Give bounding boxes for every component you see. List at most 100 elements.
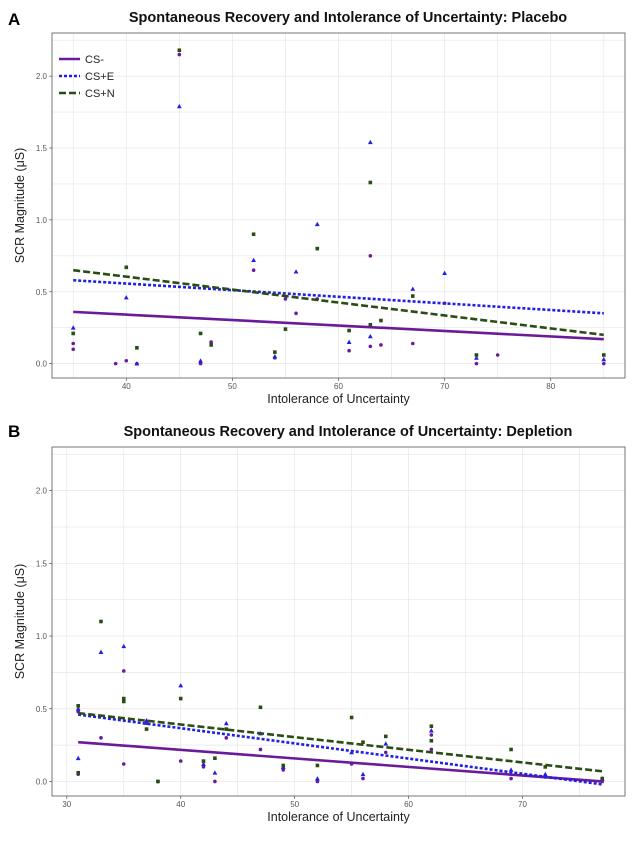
point-cs-minus — [209, 340, 213, 344]
point-cs-plus-n — [198, 331, 203, 336]
point-cs-minus — [315, 779, 320, 784]
point-cs-plus-n — [349, 715, 354, 720]
point-cs-plus-e — [508, 767, 514, 772]
x-axis-label-b: Intolerance of Uncertainty — [267, 810, 410, 824]
point-cs-minus — [251, 268, 256, 272]
y-axis-label-b: SCR Magnitude (μS) — [13, 564, 27, 680]
x-tick-label: 60 — [404, 800, 413, 809]
x-tick-label: 50 — [290, 800, 299, 809]
point-cs-minus — [258, 747, 263, 752]
point-cs-plus-n — [273, 350, 277, 354]
point-cs-minus — [113, 361, 118, 366]
fit-line-cs-minus — [78, 740, 603, 783]
plot-border-a — [51, 32, 626, 379]
point-cs-plus-n — [429, 738, 434, 743]
point-cs-minus — [368, 344, 373, 349]
y-tick-label: 1.0 — [36, 632, 48, 641]
point-cs-plus-e — [176, 103, 182, 109]
point-cs-minus — [347, 348, 351, 353]
point-cs-minus — [379, 343, 383, 347]
point-cs-plus-n — [315, 246, 320, 251]
legend-label-cs-plus-e: CS+E — [85, 71, 114, 83]
grid-a — [52, 33, 625, 378]
point-cs-minus — [495, 353, 500, 357]
point-cs-plus-n — [124, 265, 129, 270]
point-cs-plus-e — [123, 295, 129, 300]
point-cs-plus-n — [121, 696, 126, 701]
point-cs-plus-n — [281, 763, 286, 768]
ticks-a: 40 50 60 70 80 0.0 0.5 1.0 1.5 2.0 — [36, 72, 556, 391]
point-cs-minus — [198, 361, 203, 366]
point-cs-plus-e — [75, 755, 81, 761]
legend-label-cs-plus-n: CS+N — [85, 88, 115, 100]
grid-b — [52, 447, 625, 796]
panel-letter-b: B — [8, 422, 20, 441]
panel-a: A Spontaneous Recovery and Intolerance o… — [8, 10, 626, 406]
x-tick-label: 40 — [176, 800, 185, 809]
point-cs-plus-n — [429, 724, 434, 728]
point-cs-plus-e — [201, 761, 206, 766]
y-axis-label-a: SCR Magnitude (μS) — [13, 148, 27, 264]
point-cs-plus-e — [442, 270, 448, 275]
point-cs-plus-n — [600, 776, 605, 781]
point-cs-plus-e — [360, 771, 366, 777]
x-tick-label: 50 — [228, 382, 237, 391]
fit-line-cs-plus-e — [78, 713, 603, 786]
x-tick-label: 30 — [62, 800, 71, 809]
point-cs-plus-e — [346, 339, 352, 344]
point-cs-plus-e — [383, 741, 389, 746]
point-cs-minus — [509, 776, 513, 781]
marks-a — [70, 48, 607, 366]
point-cs-plus-e — [98, 649, 104, 654]
x-axis-label-a: Intolerance of Uncertainty — [267, 392, 410, 406]
point-cs-minus — [121, 762, 126, 766]
y-tick-label: 2.0 — [36, 72, 48, 81]
point-cs-minus — [368, 254, 373, 258]
point-cs-plus-n — [201, 759, 206, 763]
point-cs-minus — [71, 347, 76, 352]
point-cs-plus-n — [368, 180, 373, 185]
legend: CS- CS+E CS+N — [59, 54, 115, 100]
fits-a — [73, 268, 604, 341]
x-tick-label: 70 — [518, 800, 527, 809]
chart-title-a: Spontaneous Recovery and Intolerance of … — [129, 10, 567, 26]
point-cs-plus-n — [315, 763, 320, 768]
y-tick-label: 2.0 — [36, 487, 48, 496]
point-cs-plus-e — [293, 269, 299, 274]
point-cs-plus-n — [121, 699, 126, 704]
point-cs-minus — [383, 750, 388, 755]
point-cs-plus-e — [601, 356, 607, 362]
point-cs-minus — [124, 358, 129, 363]
point-cs-minus — [601, 361, 606, 366]
legend-label-cs-minus: CS- — [85, 54, 104, 66]
point-cs-plus-n — [410, 294, 415, 298]
point-cs-minus — [121, 669, 126, 673]
point-cs-plus-e — [70, 325, 76, 330]
point-cs-plus-n — [144, 727, 149, 731]
point-cs-minus — [178, 759, 183, 763]
point-cs-plus-n — [213, 756, 217, 760]
fit-line-cs-minus — [73, 310, 604, 341]
fits-b — [78, 711, 603, 786]
point-cs-minus — [213, 779, 217, 784]
panel-letter-a: A — [8, 10, 20, 29]
point-cs-minus — [474, 361, 479, 366]
point-cs-plus-e — [223, 720, 229, 726]
point-cs-plus-n — [224, 727, 229, 731]
point-cs-plus-n — [543, 765, 548, 769]
point-cs-plus-e — [178, 683, 184, 688]
point-cs-plus-n — [209, 343, 213, 347]
point-cs-plus-e — [542, 771, 548, 777]
fit-line-cs-plus-n — [73, 268, 604, 337]
y-tick-label: 1.5 — [36, 144, 48, 153]
point-cs-plus-e — [315, 776, 320, 781]
point-cs-plus-e — [251, 257, 257, 263]
y-tick-label: 0.0 — [36, 777, 48, 786]
point-cs-plus-n — [474, 353, 479, 357]
marks-b — [75, 619, 605, 784]
point-cs-plus-n — [251, 232, 256, 237]
y-tick-label: 0.5 — [36, 705, 48, 714]
point-cs-minus — [224, 736, 229, 740]
point-cs-minus — [177, 52, 182, 57]
point-cs-plus-n — [76, 704, 81, 708]
